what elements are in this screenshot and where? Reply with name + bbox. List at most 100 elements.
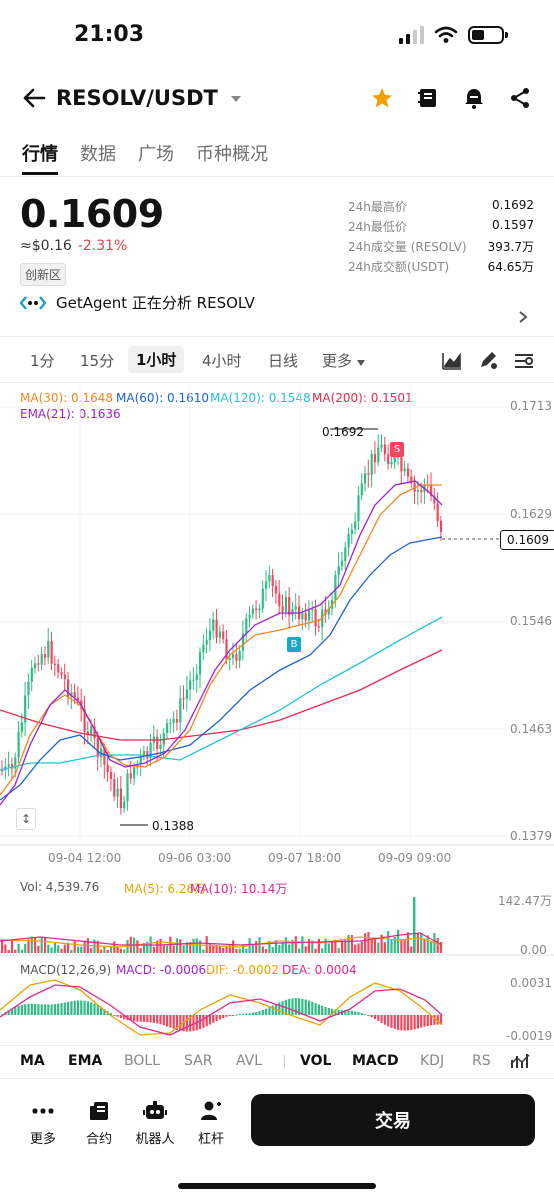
volume-bar <box>383 942 386 953</box>
macd-bar <box>406 1015 410 1031</box>
volume-bar <box>136 940 139 953</box>
volume-bar <box>271 947 274 953</box>
caret-down-icon <box>356 360 365 366</box>
price-axis-label: 0.1713 <box>510 399 552 413</box>
price-chart[interactable] <box>0 385 554 1045</box>
notebook-icon[interactable] <box>416 86 440 110</box>
pair-title[interactable]: RESOLV/USDT <box>56 86 242 110</box>
macd-bar <box>93 1003 96 1015</box>
indicator-chart-icon[interactable] <box>510 1052 530 1070</box>
macd-bar <box>43 1004 47 1015</box>
ind-tab-sar[interactable]: SAR <box>184 1053 213 1069</box>
macd-bar <box>367 1015 370 1016</box>
candle-body <box>189 680 192 690</box>
tab-coin-overview[interactable]: 币种概况 <box>196 144 268 165</box>
volume-bar <box>100 949 103 953</box>
volume-bar <box>142 942 146 953</box>
volume-bar <box>166 945 169 953</box>
agent-banner[interactable]: GetAgent 正在分析 RESOLV <box>20 292 255 313</box>
footer-more-label: 更多 <box>29 1132 56 1147</box>
ind-tab-macd[interactable]: MACD <box>352 1053 399 1069</box>
macd-bar <box>37 1004 40 1015</box>
tf-4h[interactable]: 4小时 <box>202 352 242 370</box>
macd-bar <box>14 1007 17 1015</box>
chart-type-icon[interactable] <box>442 352 462 370</box>
volume-bar <box>106 949 109 953</box>
volume-bar <box>439 942 443 953</box>
ind-tab-boll[interactable]: BOLL <box>124 1053 160 1069</box>
stat-value: 64.65万 <box>487 260 534 274</box>
draw-tool-icon[interactable] <box>478 350 498 370</box>
footer-more[interactable]: 更多 <box>18 1100 68 1147</box>
candle-body <box>123 801 126 809</box>
volume-bar <box>189 942 192 953</box>
footer-bot[interactable]: 机器人 <box>130 1100 180 1147</box>
candle-body <box>294 606 297 610</box>
candle-body <box>284 596 287 612</box>
chevron-right-icon[interactable] <box>518 310 528 324</box>
macd-bar <box>387 1015 390 1027</box>
candle-body <box>228 658 231 660</box>
macd-bar <box>175 1015 179 1030</box>
alert-bell-icon[interactable] <box>462 86 486 110</box>
candle-body <box>225 639 228 660</box>
macd-bar <box>439 1015 443 1025</box>
volume-bar <box>291 939 294 953</box>
contract-icon <box>90 1102 108 1120</box>
candle-body <box>400 456 403 472</box>
macd-bar <box>344 1010 347 1015</box>
volume-bar <box>301 936 304 953</box>
macd-bar <box>53 1004 56 1015</box>
stat-label: 24h最低价 <box>348 220 407 234</box>
sell-marker[interactable]: S <box>390 442 404 457</box>
volume-bar <box>215 944 218 953</box>
macd-bar <box>255 1011 258 1015</box>
candle-body <box>393 456 396 462</box>
volume-bar <box>50 947 53 953</box>
macd-bar <box>278 1002 281 1015</box>
tab-square[interactable]: 广场 <box>138 144 174 165</box>
candle-body <box>420 490 423 493</box>
ind-tab-vol[interactable]: VOL <box>300 1053 332 1069</box>
candle-body <box>334 575 337 601</box>
candle-body <box>172 719 175 723</box>
tf-1m[interactable]: 1分 <box>30 352 55 370</box>
candle-body <box>410 476 413 483</box>
macd-bar <box>410 1015 413 1030</box>
ind-tab-ma[interactable]: MA <box>20 1053 45 1069</box>
macd-bar <box>63 1002 66 1015</box>
scale-toggle-icon[interactable]: ↕ <box>16 808 36 830</box>
ind-tab-avl[interactable]: AVL <box>236 1053 263 1069</box>
volume-bar <box>63 944 66 953</box>
trade-button[interactable]: 交易 <box>251 1094 535 1146</box>
home-indicator <box>178 1183 376 1189</box>
back-arrow-icon[interactable] <box>22 88 46 108</box>
volume-bar <box>208 943 212 953</box>
ind-tab-ema[interactable]: EMA <box>68 1053 103 1069</box>
candle-body <box>324 609 327 615</box>
candle-body <box>364 473 367 484</box>
tab-data[interactable]: 数据 <box>80 144 116 165</box>
tf-15m[interactable]: 15分 <box>80 352 115 370</box>
macd-bar <box>393 1015 396 1030</box>
ind-tab-kdj[interactable]: KDJ <box>420 1053 445 1069</box>
buy-marker[interactable]: B <box>287 637 301 652</box>
volume-bar <box>139 948 142 953</box>
indicator-settings-icon[interactable] <box>514 352 534 370</box>
footer-contract[interactable]: 合约 <box>74 1100 124 1147</box>
macd-bar <box>20 1004 23 1015</box>
tf-more[interactable]: 更多 <box>322 350 365 371</box>
tf-1h[interactable]: 1小时 <box>128 346 185 373</box>
volume-bar <box>413 897 416 953</box>
candle-body <box>439 520 443 533</box>
volume-bar <box>393 936 396 953</box>
tab-market[interactable]: 行情 <box>22 140 58 175</box>
macd-bar <box>245 1013 248 1015</box>
ind-tab-rs[interactable]: RS <box>472 1053 491 1069</box>
share-icon[interactable] <box>508 86 532 110</box>
star-icon[interactable] <box>370 86 394 110</box>
volume-bar <box>179 939 182 953</box>
tf-1d[interactable]: 日线 <box>268 352 299 370</box>
macd-bar <box>311 1001 314 1015</box>
footer-leverage[interactable]: 杠杆 <box>186 1100 236 1147</box>
